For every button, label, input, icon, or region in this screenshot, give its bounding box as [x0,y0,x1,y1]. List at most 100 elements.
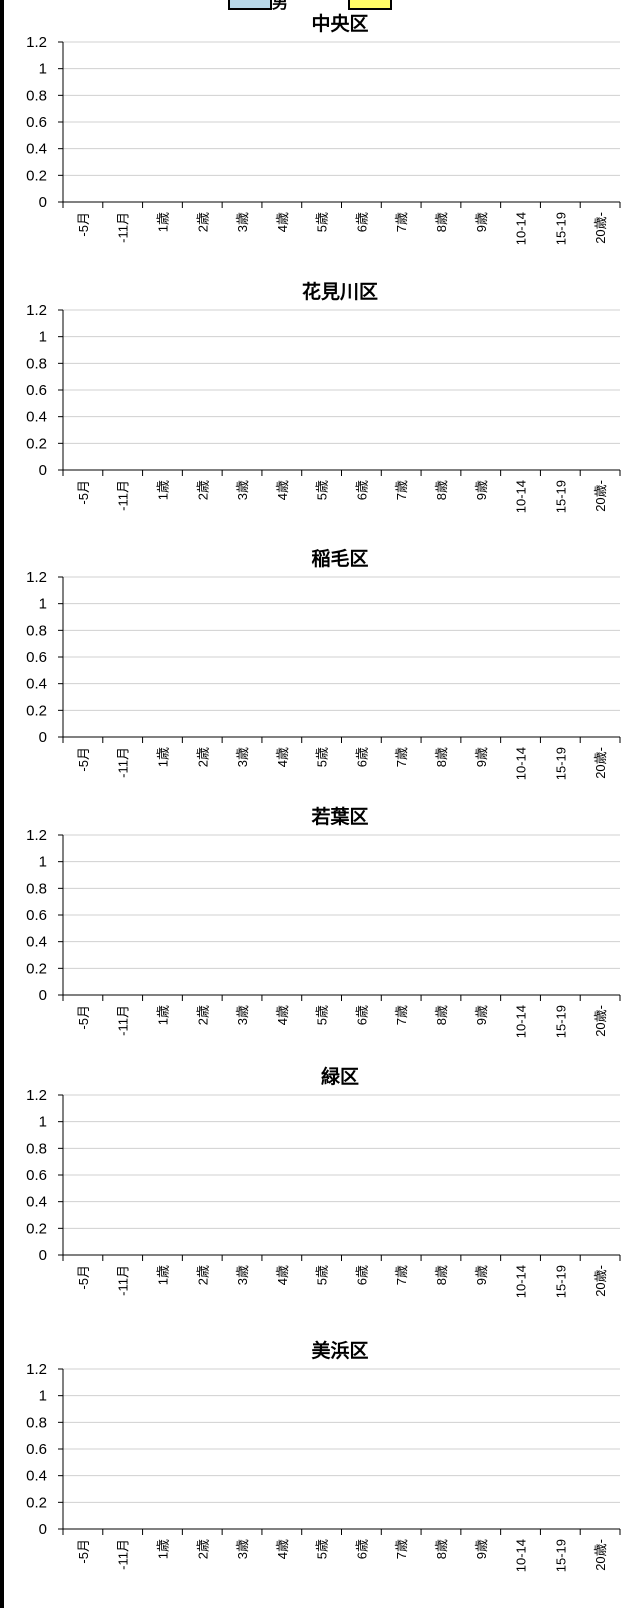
x-tick-label: 4歳 [275,1005,290,1025]
x-tick-label: 2歳 [195,1539,210,1559]
y-tick-label: 1.2 [26,34,47,51]
x-tick-label: 3歳 [235,747,250,767]
x-tick-label: 3歳 [235,1005,250,1025]
x-tick-label: 4歳 [275,1265,290,1285]
x-tick-label: 6歳 [354,480,369,500]
chart-title: 美浜区 [311,1339,368,1362]
y-tick-label: 0.8 [26,87,47,104]
x-tick-label: 1歳 [155,480,170,500]
x-tick-label: 6歳 [354,1265,369,1285]
x-tick-label: 6歳 [354,212,369,232]
y-tick-label: 1 [39,1114,47,1131]
y-tick-label: 0.2 [26,702,47,719]
x-tick-label: 9歳 [474,747,489,767]
legend-swatch-male [228,0,272,10]
chart-title: 緑区 [321,1065,359,1088]
y-tick-label: 0.6 [26,1441,47,1458]
x-tick-label: 7歳 [394,1539,409,1559]
chart-svg-3: 若葉区 0 0.2 0.4 0.6 0.8 1 1.2 -5月 -11月 1歳 2歳 3歳 4歳 5歳 6歳 7… [26,805,621,1038]
y-tick-label: 0.4 [26,676,47,693]
y-tick-label: 0.6 [26,649,47,666]
chart-svg-4: 緑区 0 0.2 0.4 0.6 0.8 1 1.2 -5月 -11月 1歳 2歳 3歳 4歳 5歳 6歳 7歳… [26,1065,621,1298]
y-tick-label: 1 [39,854,47,871]
x-tick-label: -5月 [76,1005,91,1030]
y-tick-label: 0.6 [26,382,47,399]
x-tick-label: 10-14 [514,1265,529,1298]
chart-title: 稲毛区 [311,548,368,570]
x-tick-label: 2歳 [195,1265,210,1285]
x-tick-label: 20歳- [593,1265,608,1297]
x-tick-label: 20歳- [593,1005,608,1037]
x-tick-label: 5歳 [315,747,330,767]
x-tick-label: -5月 [76,747,91,772]
x-tick-label: 6歳 [354,1539,369,1559]
y-tick-label: 0 [39,987,47,1004]
y-tick-label: 0.6 [26,1167,47,1184]
chart-svg-1: 花見川区 0 0.2 0.4 0.6 0.8 1 1.2 -5月 -11月 1歳 2歳 3歳 4歳 5歳 6歳… [26,280,621,513]
y-tick-label: 0.2 [26,960,47,977]
x-tick-label: 1歳 [155,212,170,232]
y-tick-label: 1 [39,1388,47,1405]
x-tick-label: 2歳 [195,1005,210,1025]
x-tick-label: 1歳 [155,1005,170,1025]
x-tick-label: 4歳 [275,480,290,500]
y-tick-label: 0.8 [26,1140,47,1157]
x-tick-label: -5月 [76,1265,91,1290]
x-tick-label: 3歳 [235,1265,250,1285]
x-tick-label: 10-14 [514,1005,529,1038]
x-tick-label: 10-14 [514,1539,529,1572]
x-tick-label: 5歳 [315,480,330,500]
y-tick-label: 0.4 [26,409,47,426]
x-tick-label: -5月 [76,1539,91,1564]
x-tick-label: 9歳 [474,212,489,232]
x-tick-label: 10-14 [514,747,529,780]
x-tick-label: 2歳 [195,480,210,500]
y-tick-label: 1 [39,329,47,346]
x-tick-label: -11月 [116,1539,131,1570]
x-tick-label: 1歳 [155,747,170,767]
x-tick-label: 9歳 [474,1005,489,1025]
y-tick-label: 0.4 [26,1468,47,1485]
x-tick-label: 2歳 [195,747,210,767]
y-tick-label: 0.2 [26,1494,47,1511]
x-tick-label: -11月 [116,747,131,778]
x-tick-label: 5歳 [315,1005,330,1025]
x-tick-label: 9歳 [474,1265,489,1285]
x-tick-label: 3歳 [235,212,250,232]
x-tick-label: 20歳- [593,747,608,779]
y-tick-label: 0.8 [26,880,47,897]
chart-panel-4: 緑区 0 0.2 0.4 0.6 0.8 1 1.2 -5月 -11月 1歳 2歳 3歳 4歳 5歳 6歳 7歳… [0,1053,636,1315]
x-tick-label: 4歳 [275,1539,290,1559]
x-tick-label: 2歳 [195,212,210,232]
y-tick-label: 0.2 [26,435,47,452]
x-tick-label: 7歳 [394,1005,409,1025]
x-tick-label: 8歳 [434,1539,449,1559]
x-tick-label: 9歳 [474,480,489,500]
x-tick-label: 7歳 [394,480,409,500]
x-tick-label: 5歳 [315,1265,330,1285]
y-tick-label: 1 [39,596,47,613]
y-tick-label: 0.2 [26,1220,47,1237]
x-tick-label: 15-19 [553,1005,568,1038]
x-tick-label: 6歳 [354,747,369,767]
x-tick-label: 10-14 [514,212,529,245]
x-tick-label: 7歳 [394,1265,409,1285]
x-tick-label: 20歳- [593,1539,608,1571]
y-tick-label: 0.4 [26,1194,47,1211]
x-tick-label: 15-19 [553,212,568,245]
x-tick-label: 1歳 [155,1265,170,1285]
x-tick-label: 5歳 [315,212,330,232]
x-tick-label: -5月 [76,212,91,237]
chart-panel-1: 花見川区 0 0.2 0.4 0.6 0.8 1 1.2 -5月 -11月 1歳 2歳 3歳 4歳 5歳 6歳… [0,268,636,530]
x-tick-label: 15-19 [553,1539,568,1572]
x-tick-label: 6歳 [354,1005,369,1025]
x-tick-label: -11月 [116,212,131,243]
chart-title: 若葉区 [311,805,368,828]
y-tick-label: 0.8 [26,355,47,372]
y-tick-label: 0 [39,1247,47,1264]
x-tick-label: 1歳 [155,1539,170,1559]
x-tick-label: 4歳 [275,212,290,232]
x-tick-label: 7歳 [394,212,409,232]
x-tick-label: 15-19 [553,480,568,513]
x-tick-label: -11月 [116,480,131,511]
